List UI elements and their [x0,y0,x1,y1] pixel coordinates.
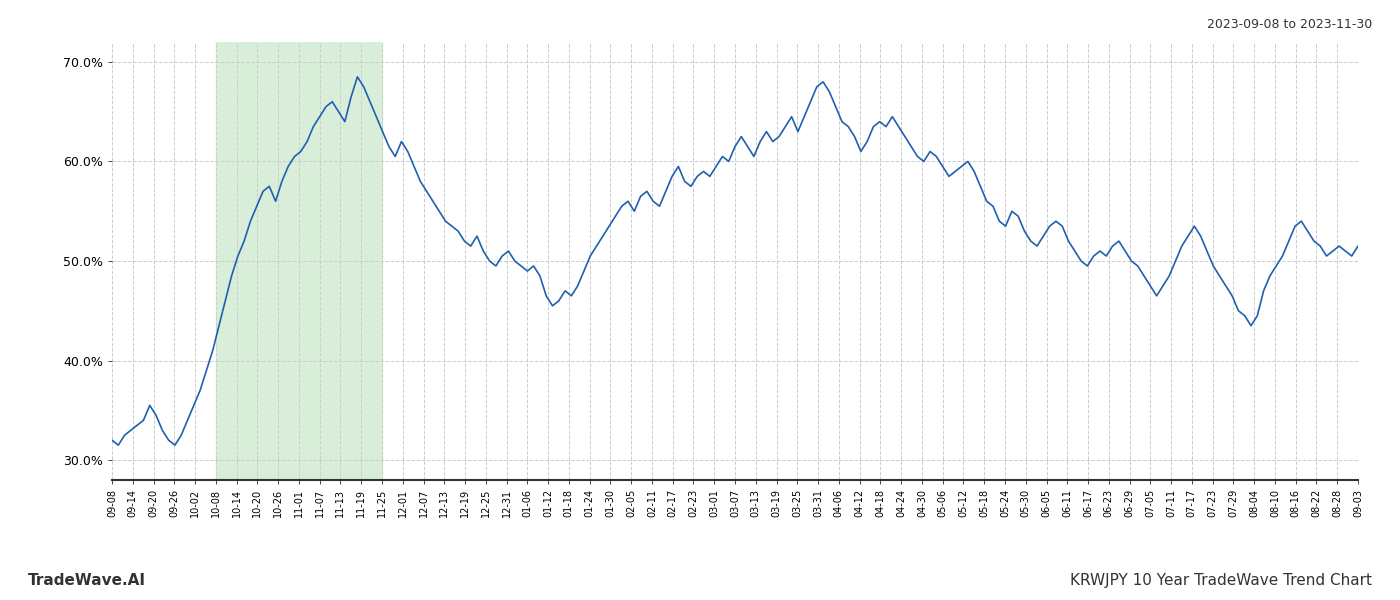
Text: TradeWave.AI: TradeWave.AI [28,573,146,588]
Bar [216,42,382,480]
Text: 2023-09-08 to 2023-11-30: 2023-09-08 to 2023-11-30 [1207,18,1372,31]
Text: KRWJPY 10 Year TradeWave Trend Chart: KRWJPY 10 Year TradeWave Trend Chart [1070,573,1372,588]
